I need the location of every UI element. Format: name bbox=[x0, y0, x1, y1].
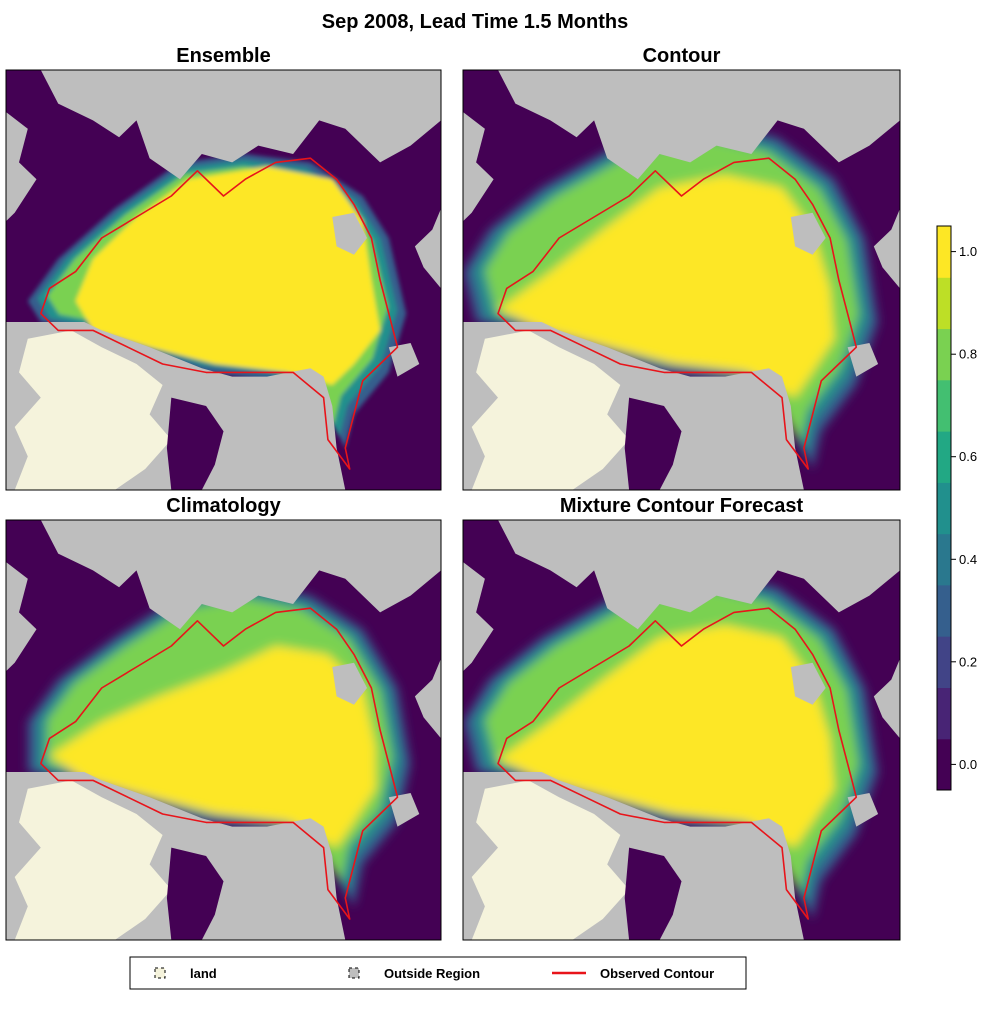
colorbar-tick-label: 0.8 bbox=[959, 347, 977, 362]
colorbar-segment bbox=[937, 584, 951, 637]
outside-region-east bbox=[414, 658, 441, 739]
panel-title: Mixture Contour Forecast bbox=[560, 495, 804, 517]
observed-contour-line bbox=[39, 157, 399, 470]
bay-water bbox=[166, 847, 224, 940]
outside-region-west bbox=[6, 112, 37, 222]
legend-label: Outside Region bbox=[384, 966, 480, 981]
colorbar: 1.0 0.8 0.6 0.4 0.2 0.0 bbox=[936, 225, 977, 791]
colorbar-segment bbox=[937, 636, 951, 688]
legend-label: land bbox=[190, 966, 217, 981]
ice-band-core bbox=[75, 166, 381, 385]
outside-island-small bbox=[388, 343, 420, 377]
observed-contour-line bbox=[497, 607, 858, 920]
outside-region-north bbox=[498, 70, 900, 180]
outside-region-east bbox=[873, 208, 900, 289]
legend-label: Observed Contour bbox=[600, 966, 714, 981]
panel-frame bbox=[462, 519, 901, 941]
colorbar-segment bbox=[937, 379, 951, 432]
ice-band-core bbox=[498, 175, 835, 398]
outside-island bbox=[332, 662, 367, 705]
legend-item-land: land bbox=[154, 966, 217, 981]
panel-climatology: Climatology bbox=[5, 495, 442, 941]
colorbar-tick-label: 0.2 bbox=[959, 654, 977, 669]
legend-box bbox=[129, 956, 747, 990]
panel-title: Ensemble bbox=[176, 45, 270, 67]
outside-island-small bbox=[847, 793, 879, 827]
colorbar-tick-label: 0.6 bbox=[959, 449, 977, 464]
colorbar-segment bbox=[937, 533, 951, 586]
colorbar-segment bbox=[937, 482, 951, 535]
panel-contour: Contour bbox=[462, 45, 901, 491]
outside-region-north bbox=[498, 520, 900, 630]
outside-region-west bbox=[463, 562, 494, 672]
panel-title: Contour bbox=[643, 45, 721, 67]
outside-region-west bbox=[463, 112, 494, 222]
colorbar-frame bbox=[936, 225, 952, 791]
outside-region-east bbox=[873, 658, 900, 739]
panel-frame bbox=[5, 519, 442, 941]
legend-swatch bbox=[348, 967, 360, 979]
bay-water bbox=[166, 397, 224, 490]
colorbar-segment bbox=[937, 687, 951, 740]
legend: land Outside Region Observed Contour bbox=[129, 956, 747, 990]
panel-frame bbox=[462, 69, 901, 491]
observed-contour-line bbox=[497, 157, 858, 470]
ice-band-core bbox=[498, 625, 835, 848]
outside-island bbox=[790, 212, 826, 255]
colorbar-segment bbox=[937, 277, 951, 330]
panel-ensemble: Ensemble bbox=[5, 45, 442, 491]
panel-title: Climatology bbox=[166, 495, 281, 517]
colorbar-segment bbox=[937, 738, 951, 791]
bay-water bbox=[624, 847, 682, 940]
outside-island-small bbox=[388, 793, 420, 827]
colorbar-segment bbox=[937, 328, 951, 381]
colorbar-tick-label: 1.0 bbox=[959, 244, 977, 259]
colorbar-tick-label: 0.4 bbox=[959, 552, 977, 567]
legend-swatch bbox=[154, 967, 166, 979]
bay-water bbox=[624, 397, 682, 490]
outside-region-north bbox=[40, 520, 441, 630]
land-area bbox=[471, 780, 630, 940]
legend-item-observed-contour: Observed Contour bbox=[552, 966, 714, 981]
panels: Ensemble Contour Climatology Mixture Contou… bbox=[5, 45, 901, 941]
outside-island bbox=[790, 662, 826, 705]
observed-contour-line bbox=[39, 607, 399, 920]
panel-mixture-contour-forecast: Mixture Contour Forecast bbox=[462, 495, 901, 941]
outside-region-west bbox=[6, 562, 37, 672]
outside-region-north bbox=[40, 70, 441, 180]
panel-frame bbox=[5, 69, 442, 491]
figure-title: Sep 2008, Lead Time 1.5 Months bbox=[322, 11, 628, 33]
legend-item-outside-region: Outside Region bbox=[348, 966, 480, 981]
outside-island bbox=[332, 212, 367, 255]
colorbar-segment bbox=[937, 226, 951, 278]
colorbar-segment bbox=[937, 431, 951, 483]
land-area bbox=[471, 330, 630, 490]
ice-band-core bbox=[49, 646, 376, 848]
land-area bbox=[14, 330, 172, 490]
outside-region-east bbox=[414, 208, 441, 289]
colorbar-tick-label: 0.0 bbox=[959, 757, 977, 772]
outside-island-small bbox=[847, 343, 879, 377]
land-area bbox=[14, 780, 172, 940]
